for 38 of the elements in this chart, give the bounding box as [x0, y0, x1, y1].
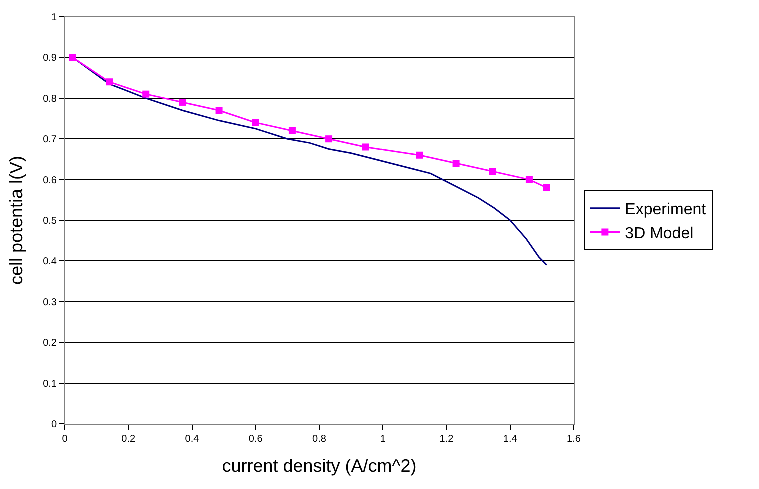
point [543, 184, 550, 192]
legend-label: 3D Model [625, 225, 694, 242]
y-tick-label: 0.1 [43, 378, 58, 390]
point [326, 136, 333, 143]
x-tick-label: 1.4 [503, 434, 518, 445]
y-tick-label: 0 [51, 420, 58, 430]
point [452, 160, 460, 168]
y-tick-label: 0.5 [43, 216, 58, 227]
point [362, 144, 370, 151]
point [489, 168, 496, 176]
y-tick-label: 0.8 [43, 94, 58, 105]
y-tick-label: 0.3 [43, 297, 58, 308]
y-tick-label: 0.9 [43, 53, 58, 64]
point [106, 78, 114, 86]
x-tick-label: 1 [380, 434, 386, 445]
x-tick-label: 0 [62, 434, 68, 445]
legend-label: Experiment [625, 202, 707, 219]
point [288, 127, 296, 134]
point [69, 54, 76, 62]
x-tick-label: 1.2 [440, 434, 454, 445]
point [416, 152, 424, 159]
x-tick-label: 0.2 [122, 434, 136, 445]
point [142, 90, 150, 98]
y-tick-label: 0.6 [43, 175, 58, 186]
y-tick-label: 0.7 [43, 134, 58, 146]
x-tick-label: 0.6 [248, 434, 264, 445]
y-axis-title: cell potentia l(V) [6, 156, 26, 286]
y-tick-label: 1 [51, 12, 58, 24]
point [216, 107, 223, 114]
x-axis-title: current density (A/cm^2) [222, 456, 417, 476]
x-tick-label: 0.8 [312, 434, 327, 445]
y-tick-label: 0.4 [43, 256, 58, 268]
point [179, 98, 186, 106]
point [252, 119, 260, 126]
x-tick-label: 1.6 [567, 434, 582, 445]
x-tick-label: 0.4 [185, 434, 200, 445]
point [526, 176, 533, 184]
y-tick-label: 0.2 [43, 338, 58, 350]
